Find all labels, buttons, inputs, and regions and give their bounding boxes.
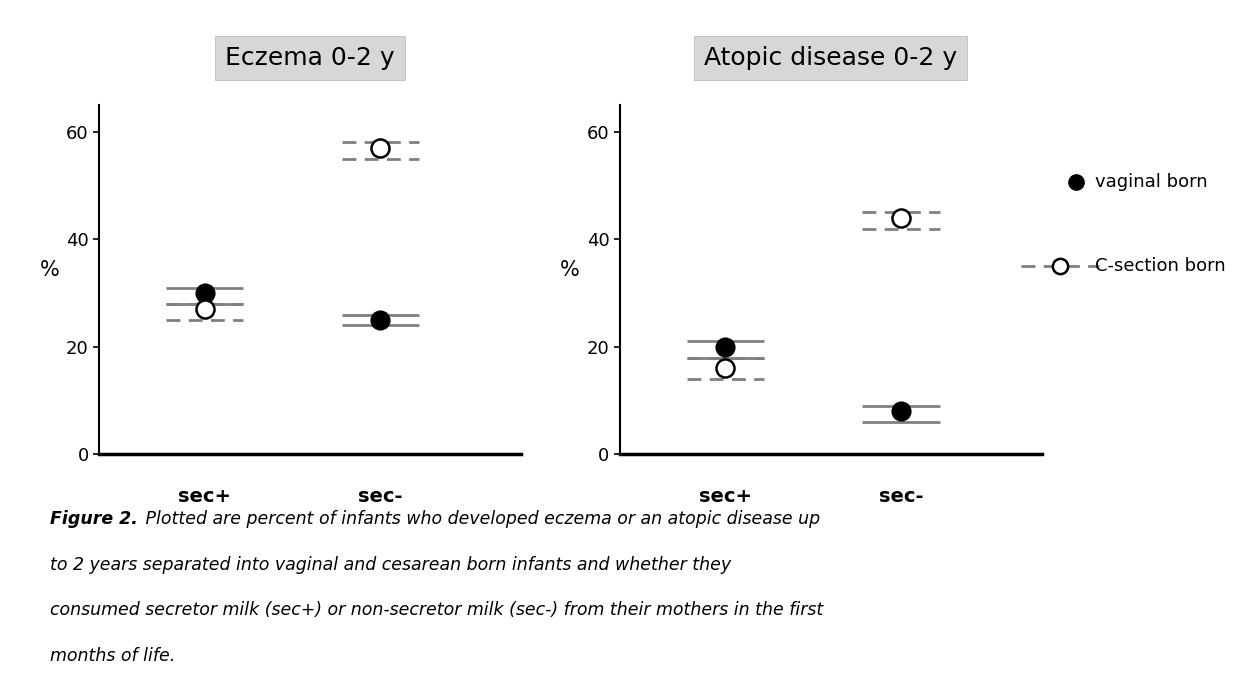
Y-axis label: %: %	[40, 259, 60, 280]
Y-axis label: %: %	[560, 259, 580, 280]
Text: consumed secretor milk (sec+) or non-secretor milk (sec-) from their mothers in : consumed secretor milk (sec+) or non-sec…	[50, 601, 823, 619]
Text: Eczema 0-2 y: Eczema 0-2 y	[226, 46, 394, 70]
Text: Atopic disease 0-2 y: Atopic disease 0-2 y	[704, 46, 957, 70]
Text: Plotted are percent of infants who developed eczema or an atopic disease up: Plotted are percent of infants who devel…	[140, 510, 820, 528]
Text: to 2 years separated into vaginal and cesarean born infants and whether they: to 2 years separated into vaginal and ce…	[50, 556, 730, 574]
Text: months of life.: months of life.	[50, 647, 175, 665]
Text: sec+: sec+	[179, 487, 231, 505]
Text: sec-: sec-	[879, 487, 924, 505]
Text: sec+: sec+	[699, 487, 751, 505]
Text: C-section born: C-section born	[1095, 257, 1225, 275]
Text: vaginal born: vaginal born	[1095, 173, 1208, 191]
Text: Figure 2.: Figure 2.	[50, 510, 138, 528]
Text: sec-: sec-	[358, 487, 403, 505]
